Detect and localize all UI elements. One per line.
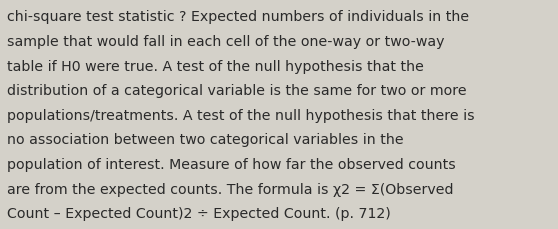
Text: Count – Expected Count)2 ÷ Expected Count. (p. 712): Count – Expected Count)2 ÷ Expected Coun… xyxy=(7,206,391,220)
Text: population of interest. Measure of how far the observed counts: population of interest. Measure of how f… xyxy=(7,157,455,171)
Text: are from the expected counts. The formula is χ2 = Σ(Observed: are from the expected counts. The formul… xyxy=(7,182,453,196)
Text: populations/treatments. A test of the null hypothesis that there is: populations/treatments. A test of the nu… xyxy=(7,108,474,122)
Text: sample that would fall in each cell of the one-way or two-way: sample that would fall in each cell of t… xyxy=(7,35,444,49)
Text: distribution of a categorical variable is the same for two or more: distribution of a categorical variable i… xyxy=(7,84,466,98)
Text: table if H0 were true. A test of the null hypothesis that the: table if H0 were true. A test of the nul… xyxy=(7,59,424,73)
Text: no association between two categorical variables in the: no association between two categorical v… xyxy=(7,133,403,147)
Text: chi-square test statistic ? Expected numbers of individuals in the: chi-square test statistic ? Expected num… xyxy=(7,10,469,24)
